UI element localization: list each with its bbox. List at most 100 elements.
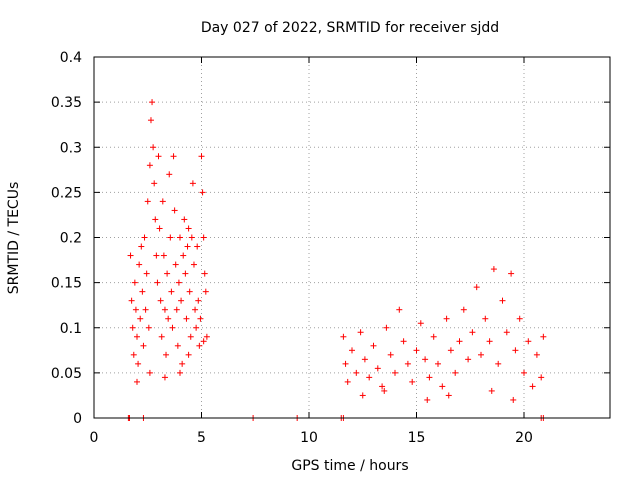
data-point	[400, 338, 407, 345]
data-point	[200, 338, 207, 345]
data-point	[188, 234, 195, 241]
data-point	[138, 243, 145, 250]
data-point	[370, 342, 377, 349]
data-point	[180, 252, 187, 259]
data-point	[137, 315, 144, 322]
data-point	[353, 369, 360, 376]
data-point	[150, 144, 157, 151]
data-point	[361, 356, 368, 363]
data-point	[149, 99, 156, 106]
data-point	[169, 324, 176, 331]
data-point	[359, 392, 366, 399]
data-point	[349, 347, 355, 354]
data-point	[508, 270, 515, 277]
data-point	[193, 324, 200, 331]
data-point	[164, 270, 171, 277]
data-point	[499, 297, 506, 304]
data-point	[510, 396, 517, 403]
data-point	[136, 261, 143, 268]
data-point	[533, 351, 540, 358]
data-point	[202, 288, 209, 295]
data-point	[488, 387, 495, 394]
y-tick-label: 0.25	[51, 185, 82, 201]
data-point	[182, 270, 189, 277]
chart-title: Day 027 of 2022, SRMTID for receiver sjd…	[201, 20, 499, 36]
data-point	[157, 297, 164, 304]
data-point	[172, 261, 179, 268]
x-tick-label: 15	[408, 430, 426, 446]
data-point	[183, 315, 190, 322]
data-point	[200, 234, 207, 241]
data-point	[134, 378, 140, 385]
data-point	[521, 369, 527, 376]
data-point	[166, 171, 173, 178]
data-point	[140, 342, 147, 349]
data-point	[152, 216, 159, 223]
data-point	[189, 180, 196, 187]
y-tick-label: 0.3	[60, 140, 82, 156]
data-point	[147, 117, 154, 124]
data-point	[167, 234, 174, 241]
data-point	[409, 378, 416, 385]
y-tick-label: 0.1	[60, 321, 82, 337]
y-tick-label: 0	[73, 411, 82, 427]
data-point	[199, 189, 206, 196]
data-point	[165, 315, 172, 322]
data-point	[374, 365, 381, 372]
data-point	[161, 306, 168, 313]
data-point	[163, 351, 170, 358]
data-point	[139, 288, 146, 295]
x-tick-label: 5	[197, 430, 206, 446]
y-axis-ticks: 0 0.05 0.1 0.15 0.2 0.25 0.3 0.35 0.4	[51, 50, 610, 427]
data-point	[486, 338, 493, 345]
data-point	[135, 360, 142, 367]
y-tick-label: 0.35	[51, 95, 82, 111]
x-axis-ticks: 0 5 10 15 20	[90, 57, 533, 446]
data-point	[160, 252, 167, 259]
data-point	[473, 284, 480, 291]
data-point	[132, 306, 139, 313]
data-point	[186, 288, 193, 295]
data-point	[177, 234, 183, 241]
data-point	[197, 315, 204, 322]
data-point	[168, 288, 175, 295]
data-point	[392, 369, 398, 376]
data-point	[155, 153, 162, 160]
data-point	[128, 297, 135, 304]
data-point	[195, 297, 202, 304]
plot-frame	[93, 56, 611, 419]
data-point	[357, 329, 364, 336]
data-point	[134, 333, 140, 340]
data-point	[143, 270, 150, 277]
data-point	[144, 198, 151, 205]
data-point	[185, 351, 192, 358]
data-point	[424, 396, 431, 403]
data-point	[422, 356, 429, 363]
data-point	[184, 243, 191, 250]
data-point	[201, 270, 208, 277]
data-point	[178, 297, 185, 304]
data-point	[413, 347, 420, 354]
data-point	[196, 342, 203, 349]
data-point	[366, 374, 373, 381]
data-points	[125, 99, 547, 421]
x-tick-label: 10	[300, 430, 318, 446]
data-point	[379, 383, 386, 390]
data-point	[145, 324, 152, 331]
data-point	[185, 225, 192, 232]
data-point	[417, 320, 424, 327]
data-point	[146, 369, 153, 376]
data-point	[495, 360, 502, 367]
data-point	[482, 315, 489, 322]
data-point	[490, 266, 497, 273]
data-point	[404, 360, 411, 367]
data-point	[181, 216, 188, 223]
data-point	[460, 306, 467, 313]
data-point	[465, 356, 472, 363]
data-point	[435, 360, 441, 367]
data-point	[516, 315, 523, 322]
data-point	[130, 351, 137, 358]
x-tick-label: 0	[90, 430, 99, 446]
y-tick-label: 0.05	[51, 366, 82, 382]
